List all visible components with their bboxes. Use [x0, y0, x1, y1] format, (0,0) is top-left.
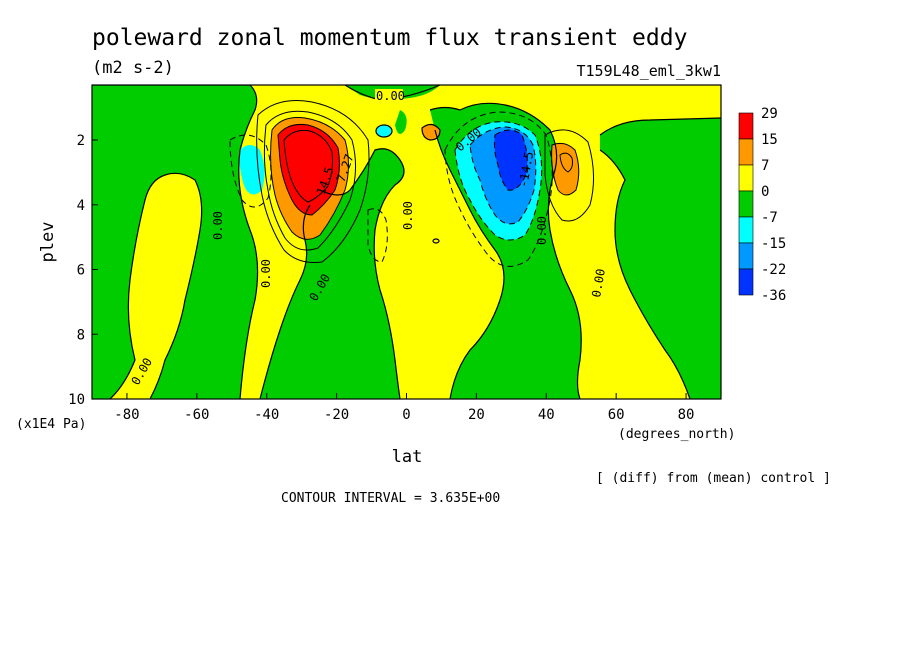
positive-contours: [256, 100, 595, 263]
colorbar-swatch: [738, 164, 754, 192]
y-tick-label: 2: [77, 133, 85, 149]
colorbar-swatch: [738, 268, 754, 296]
contour-label-zero-top: 0.00: [376, 89, 405, 103]
colorbar-label: -36: [761, 288, 786, 304]
contour-label-zero-sh-low: 0.00: [259, 259, 273, 288]
small-positive-patch: [422, 124, 440, 140]
colorbar-label: -7: [761, 210, 778, 226]
x-tick-label: 60: [608, 407, 625, 423]
diff-note: [ (diff) from (mean) control ]: [596, 471, 831, 486]
colorbar-swatch: [738, 190, 754, 218]
x-axis-label: lat: [392, 447, 423, 467]
colorbar-swatch: [738, 138, 754, 166]
contour-label-zero-nh-mid: 0.00: [535, 216, 549, 245]
x-tick-label: -40: [254, 407, 279, 423]
run-label: T159L48_eml_3kw1: [577, 62, 722, 80]
sh-secondary-negative: [239, 145, 265, 195]
x-axis-units: (degrees_north): [618, 427, 735, 442]
x-axis: -80 -60 -40 -20 0 20 40 60 80: [114, 393, 694, 423]
colorbar-swatch: [738, 242, 754, 270]
colorbar-label: 29: [761, 106, 778, 122]
y-tick-label: 4: [77, 198, 85, 214]
small-negative-patch: [376, 125, 392, 137]
chart-title: poleward zonal momentum flux transient e…: [92, 25, 687, 51]
contour-label-zero-nh-high: 0.00: [589, 268, 608, 299]
x-tick-label: 20: [468, 407, 485, 423]
contour-label-neg-14: -14.5: [516, 151, 536, 189]
negative-contours: [229, 111, 553, 267]
x-tick-label: 80: [678, 407, 695, 423]
y-tick-label: 10: [68, 392, 85, 408]
chart-units: (m2 s-2): [92, 58, 174, 78]
contour-interval: CONTOUR INTERVAL = 3.635E+00: [281, 491, 500, 506]
x-tick-label: 0: [402, 407, 410, 423]
colorbar-label: 7: [761, 158, 769, 174]
colorbar-label: -15: [761, 236, 786, 252]
nh-negative-minimum: [455, 121, 542, 240]
y-tick-label: 6: [77, 263, 85, 279]
plot-area: 0.00 0.00 0.00 0.00 0.00 0.00 0.00 0.00 …: [92, 85, 721, 399]
y-axis: 2 4 6 8 10: [68, 133, 98, 408]
y-axis-label: plev: [38, 222, 58, 263]
colorbar-label: -22: [761, 262, 786, 278]
contour-label-zero-sh-mid: 0.00: [211, 211, 225, 240]
colorbar: 29 15 7 0 -7 -15 -22 -36: [738, 106, 786, 304]
zero-contours: [92, 85, 721, 399]
colorbar-label: 0: [761, 184, 769, 200]
x-tick-label: -80: [114, 407, 139, 423]
colorbar-label: 15: [761, 132, 778, 148]
x-tick-label: -60: [184, 407, 209, 423]
colorbar-swatch: [738, 112, 754, 140]
y-axis-units: (x1E4 Pa): [16, 417, 86, 432]
x-tick-label: -20: [324, 407, 349, 423]
y-tick-label: 8: [77, 327, 85, 343]
contour-label-zero-eq: 0.00: [401, 201, 415, 230]
x-tick-label: 40: [538, 407, 555, 423]
colorbar-swatch: [738, 216, 754, 244]
